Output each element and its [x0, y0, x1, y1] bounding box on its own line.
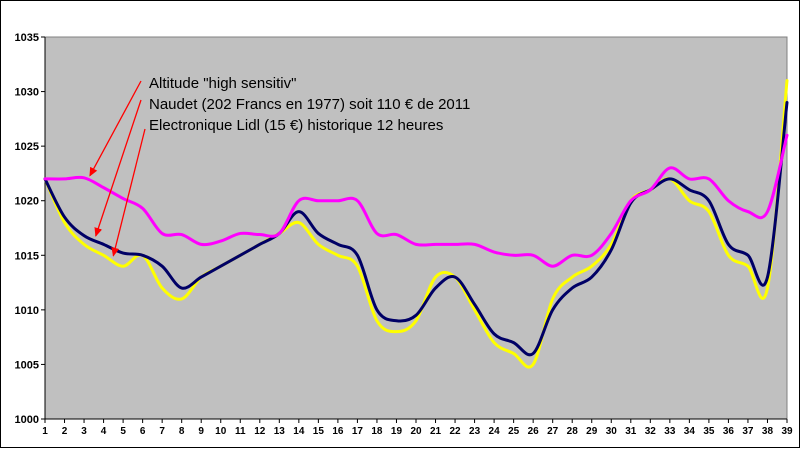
- x-tick-label: 26: [528, 426, 540, 437]
- x-tick-label: 33: [664, 426, 676, 437]
- x-tick-label: 13: [274, 426, 286, 437]
- x-tick-label: 2: [62, 426, 68, 437]
- x-tick-label: 16: [332, 426, 344, 437]
- x-tick-label: 19: [391, 426, 403, 437]
- y-tick-label: 1020: [15, 196, 39, 208]
- y-tick-label: 1025: [15, 141, 39, 153]
- x-tick-label: 39: [781, 426, 793, 437]
- x-tick-label: 1: [42, 426, 48, 437]
- x-tick-label: 21: [430, 426, 442, 437]
- x-tick-label: 12: [254, 426, 266, 437]
- arrow-naudet: [94, 99, 142, 237]
- y-tick-label: 1030: [15, 87, 39, 99]
- annotation-lidl: Electronique Lidl (15 €) historique 12 h…: [149, 117, 443, 134]
- series-altitude-line: [43, 133, 789, 268]
- x-tick-label: 38: [762, 426, 774, 437]
- x-tick-label: 34: [684, 426, 696, 437]
- y-tick-label: 1005: [15, 359, 39, 371]
- x-tick-label: 10: [215, 426, 227, 437]
- x-tick-label: 31: [625, 426, 637, 437]
- plot-area: [44, 36, 788, 420]
- x-tick-label: 11: [235, 426, 246, 437]
- x-tick-label: 7: [159, 426, 165, 437]
- x-tick-label: 27: [547, 426, 559, 437]
- annotation-naudet: Naudet (202 Francs en 1977) soit 110 € d…: [149, 96, 470, 113]
- y-axis: 1000 1005 1010 1015 1020 1025 1030 1035: [15, 32, 46, 426]
- y-tick-label: 1015: [15, 250, 39, 262]
- annotation-arrows: [89, 80, 146, 257]
- x-tick-label: 22: [449, 426, 461, 437]
- series-layer: [43, 79, 789, 369]
- x-tick-label: 28: [567, 426, 579, 437]
- x-tick-label: 9: [198, 426, 204, 437]
- x-axis: 1 2 3 4 5 6 7 8 9 10 11 12 13 14 15 16 17 18 19 20 21 22 23 24 2…: [42, 418, 793, 437]
- x-tick-label: 30: [606, 426, 618, 437]
- x-tick-label: 14: [293, 426, 305, 437]
- series-naudet-line: [43, 100, 789, 357]
- x-tick-label: 3: [81, 426, 87, 437]
- x-tick-label: 32: [645, 426, 657, 437]
- x-tick-label: 4: [101, 426, 107, 437]
- y-tick-label: 1035: [15, 32, 39, 44]
- annotation-altitude: Altitude "high sensitiv": [149, 75, 296, 92]
- arrow-altitude: [89, 80, 142, 177]
- y-tick-label: 1010: [15, 305, 39, 317]
- x-tick-label: 20: [410, 426, 422, 437]
- x-tick-label: 29: [586, 426, 598, 437]
- x-tick-label: 17: [352, 426, 364, 437]
- x-tick-label: 6: [140, 426, 146, 437]
- x-tick-label: 24: [489, 426, 501, 437]
- x-tick-label: 37: [742, 426, 754, 437]
- arrow-lidl: [111, 128, 146, 257]
- x-tick-label: 23: [469, 426, 481, 437]
- x-tick-label: 8: [179, 426, 185, 437]
- x-tick-label: 36: [723, 426, 735, 437]
- x-tick-label: 15: [313, 426, 325, 437]
- x-tick-label: 25: [508, 426, 520, 437]
- x-tick-label: 5: [120, 426, 126, 437]
- series-lidl-line: [43, 79, 789, 369]
- annotation-texts: Altitude "high sensitiv" Naudet (202 Fra…: [149, 75, 470, 134]
- y-tick-label: 1000: [15, 414, 39, 426]
- x-tick-label: 35: [703, 426, 715, 437]
- x-tick-label: 18: [371, 426, 383, 437]
